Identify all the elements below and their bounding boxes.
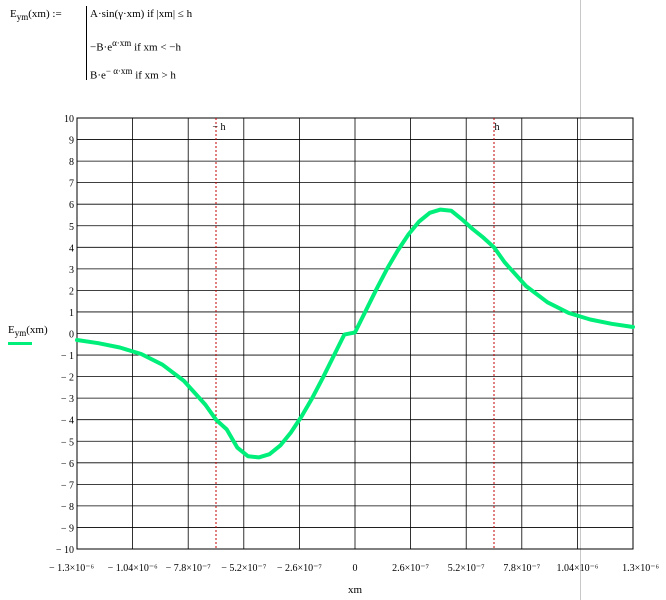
case-inside: A·sin(γ·xm) if |xm| ≤ h <box>90 8 193 20</box>
y-tick-label: 5 <box>69 222 74 233</box>
y-tick-label: 9 <box>69 136 74 147</box>
y-tick-label: 10 <box>64 114 74 125</box>
x-axis-label: xm <box>348 584 363 596</box>
case-left-condition: if xm < −h <box>131 41 181 54</box>
y-tick-label: 6 <box>69 200 74 211</box>
case-right-exponent: − α·xm <box>105 66 133 76</box>
x-tick-label: 2.6×10⁻⁷ <box>392 563 429 574</box>
piecewise-definition: Eym(xm) := A·sin(γ·xm) if |xm| ≤ h −B·eα… <box>10 4 310 84</box>
y-tick-label: 2 <box>69 286 74 297</box>
x-tick-label: − 7.8×10⁻⁷ <box>166 563 212 574</box>
y-tick-label: − 7 <box>61 480 74 491</box>
x-tick-label: − 5.2×10⁻⁷ <box>221 563 267 574</box>
y-tick-label: − 6 <box>61 459 74 470</box>
case-right-base: B·e <box>90 69 106 82</box>
y-tick-label: − 9 <box>61 523 74 534</box>
case-left-exponent: α·xm <box>112 38 132 48</box>
x-tick-label: 1.3×10⁻⁶ <box>622 563 659 574</box>
y-tick-label: − 4 <box>61 416 74 427</box>
x-tick-label: − 1.04×10⁻⁶ <box>108 563 159 574</box>
x-tick-label: 1.04×10⁻⁶ <box>556 563 598 574</box>
x-tick-label: 7.8×10⁻⁷ <box>503 563 540 574</box>
x-tick-label: 5.2×10⁻⁷ <box>448 563 485 574</box>
function-letter: E <box>10 8 17 20</box>
function-subscript: ym <box>16 12 29 23</box>
y-tick-label: 3 <box>69 265 74 276</box>
marker-label: h <box>495 122 500 133</box>
case-left: −B·eα·xm if xm < −h <box>90 38 181 54</box>
case-left-base: −B·e <box>90 41 113 54</box>
y-tick-label: 7 <box>69 179 74 190</box>
case-right: B·e− α·xm if xm > h <box>90 66 176 82</box>
y-tick-label: 0 <box>69 330 74 341</box>
legend-label: Eym(xm) <box>8 324 48 338</box>
page-boundary-line <box>580 0 581 600</box>
function-name: Eym(xm) := <box>10 8 62 22</box>
case-bracket <box>86 6 87 80</box>
legend-letter: E <box>8 324 15 336</box>
legend-subscript: ym <box>14 328 27 339</box>
function-argument: (xm) := <box>28 8 62 20</box>
legend-argument: (xm) <box>26 324 48 336</box>
x-tick-label: − 1.3×10⁻⁶ <box>49 563 95 574</box>
y-tick-label: 8 <box>69 157 74 168</box>
marker-label: − h <box>212 122 225 133</box>
y-tick-label: − 8 <box>61 502 74 513</box>
y-tick-label: − 2 <box>61 373 74 384</box>
y-tick-label: − 10 <box>56 545 74 556</box>
x-tick-label: − 2.6×10⁻⁷ <box>277 563 323 574</box>
y-tick-label: − 5 <box>61 437 74 448</box>
y-tick-label: − 3 <box>61 394 74 405</box>
y-tick-label: 4 <box>69 243 74 254</box>
x-tick-label: 0 <box>353 563 358 574</box>
legend-swatch <box>8 342 32 346</box>
y-tick-label: 1 <box>69 308 74 319</box>
case-right-condition: if xm > h <box>132 69 176 82</box>
y-tick-label: − 1 <box>61 351 74 362</box>
legend: Eym(xm) <box>8 324 48 346</box>
series-line-eym <box>75 207 635 460</box>
